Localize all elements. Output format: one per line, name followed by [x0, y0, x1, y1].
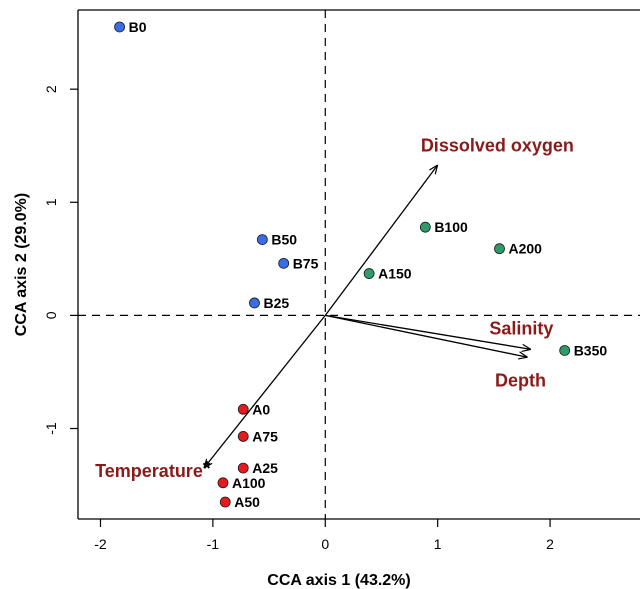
- point-label-a200: A200: [509, 241, 543, 257]
- vector-label-depth: Depth: [495, 371, 546, 391]
- point-label-b25: B25: [263, 295, 289, 311]
- point-label-b350: B350: [574, 342, 608, 358]
- point-b75: [278, 257, 290, 269]
- point-label-a0: A0: [252, 401, 270, 417]
- point-label-a100: A100: [232, 475, 266, 491]
- vector-arrow-depth: [325, 314, 527, 357]
- x-axis-title: CCA axis 1 (43.2%): [267, 572, 410, 589]
- point-a150: [363, 268, 375, 279]
- point-label-b100: B100: [434, 219, 468, 235]
- point-a75: [237, 431, 249, 442]
- x-tick-label: -1: [207, 536, 220, 552]
- point-label-a75: A75: [252, 428, 278, 444]
- vector-arrow-salinity: [325, 314, 531, 349]
- point-label-b75: B75: [293, 255, 319, 271]
- point-a200: [494, 243, 505, 255]
- point-a50: [219, 496, 231, 508]
- axes-layer: -2 -1 0 1 2 -1 0 1 2 CCA axis 1 (43.2%) CCA axis 2…: [13, 9, 640, 589]
- y-tick-label: -1: [43, 422, 59, 435]
- vector-label-suffix: *: [203, 458, 211, 480]
- point-label-a50: A50: [234, 494, 260, 510]
- y-axis-title: CCA axis 2 (29.0%): [13, 193, 30, 336]
- point-a100: [217, 477, 229, 489]
- vector-label-salinity: Salinity: [489, 319, 553, 339]
- x-tick-label: 0: [321, 536, 329, 552]
- y-tick-label: 0: [43, 311, 59, 319]
- point-b25: [249, 297, 260, 309]
- vector-arrow-dissolved-oxygen: [324, 165, 437, 316]
- point-a0: [237, 403, 249, 415]
- point-b350: [559, 345, 571, 356]
- y-tick-label: 2: [43, 85, 59, 93]
- point-b100: [419, 221, 431, 233]
- y-tick-label: 1: [43, 198, 59, 206]
- point-b50: [256, 234, 268, 246]
- vector-label-dissolved-oxygen: Dissolved oxygen: [421, 135, 574, 155]
- point-label-a25: A25: [252, 460, 278, 476]
- vector-arrow-temperature: [204, 314, 326, 468]
- point-label-a150: A150: [378, 266, 412, 282]
- point-label-b50: B50: [271, 232, 297, 248]
- point-label-b0: B0: [129, 19, 147, 35]
- vector-label-temperature: Temperature*: [95, 458, 211, 481]
- x-tick-label: -2: [94, 536, 107, 552]
- vectors-layer: Dissolved oxygen Salinity Depth Temperature…: [95, 135, 574, 481]
- x-tick-label: 2: [546, 536, 554, 552]
- point-b0: [114, 21, 125, 33]
- x-tick-label: 1: [434, 536, 442, 552]
- point-a25: [237, 462, 249, 474]
